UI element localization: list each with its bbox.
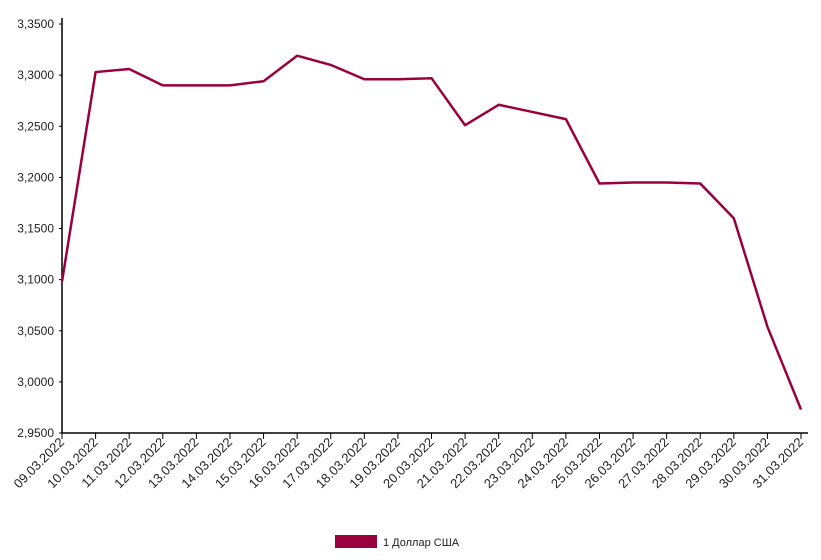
y-tick-label: 3,3000	[17, 68, 54, 82]
y-tick-label: 3,1500	[17, 222, 54, 236]
y-tick-label: 3,2000	[17, 170, 54, 184]
legend-swatch	[335, 535, 377, 548]
legend-label: 1 Доллар США	[383, 537, 460, 549]
y-tick-label: 3,3500	[17, 17, 54, 31]
y-tick-label: 3,1000	[17, 273, 54, 287]
y-tick-label: 3,2500	[17, 119, 54, 133]
y-tick-label: 3,0000	[17, 375, 54, 389]
y-tick-label: 2,9500	[17, 426, 54, 440]
y-tick-label: 3,0500	[17, 324, 54, 338]
data-line	[60, 54, 803, 410]
